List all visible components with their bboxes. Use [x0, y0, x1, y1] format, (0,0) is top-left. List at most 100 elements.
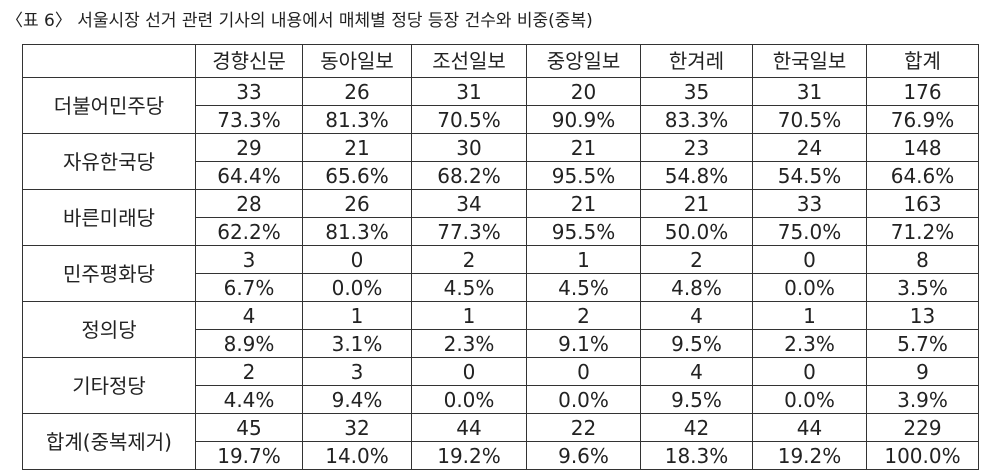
row-label: 바른미래당: [22, 189, 196, 246]
count-cell: 44: [411, 413, 527, 442]
table-title: 〈표 6〉 서울시장 선거 관련 기사의 내용에서 매체별 정당 등장 건수와 …: [6, 11, 593, 31]
count-row: 기타정당 2 3 0 0 4 0 9: [22, 357, 979, 414]
count-cell: 30: [411, 133, 527, 162]
share-cell: 95.5%: [526, 161, 641, 190]
share-cell: 4.5%: [411, 273, 527, 302]
column-header: 경향신문: [195, 44, 303, 78]
count-row: 민주평화당 3 0 2 1 2 0 8: [22, 245, 979, 302]
share-cell: 75.0%: [752, 217, 867, 246]
share-cell: 3.1%: [302, 329, 412, 358]
count-cell: 29: [195, 133, 303, 162]
count-cell: 32: [302, 413, 412, 442]
share-cell: 2.3%: [411, 329, 527, 358]
count-row: 자유한국당 29 21 30 21 23 24 148: [22, 133, 979, 190]
count-cell: 0: [302, 245, 412, 274]
share-cell: 77.3%: [411, 217, 527, 246]
share-row: 4.4% 9.4% 0.0% 0.0% 9.5% 0.0% 3.9%: [23, 385, 979, 414]
share-cell: 73.3%: [195, 105, 303, 134]
share-cell: 9.6%: [526, 441, 641, 470]
count-cell: 0: [752, 357, 867, 386]
column-header: 합계: [866, 44, 979, 78]
share-cell: 90.9%: [526, 105, 641, 134]
count-cell: 148: [866, 133, 979, 162]
share-cell: 65.6%: [302, 161, 412, 190]
count-cell: 1: [302, 301, 412, 330]
row-label: 자유한국당: [22, 133, 196, 190]
count-cell: 44: [752, 413, 867, 442]
share-cell: 14.0%: [302, 441, 412, 470]
count-cell: 9: [866, 357, 979, 386]
share-cell: 0.0%: [411, 385, 527, 414]
count-cell: 2: [195, 357, 303, 386]
share-cell: 19.7%: [195, 441, 303, 470]
share-cell: 5.7%: [866, 329, 979, 358]
corner-cell: [22, 44, 196, 78]
column-header: 조선일보: [411, 44, 527, 78]
share-row: 6.7% 0.0% 4.5% 4.5% 4.8% 0.0% 3.5%: [23, 273, 979, 302]
count-cell: 21: [302, 133, 412, 162]
table-body: 더불어민주당 33 26 31 20 35 31 176 73.3% 81.3% 70.5% 90.9…: [22, 77, 979, 470]
share-cell: 70.5%: [752, 105, 867, 134]
count-cell: 28: [195, 189, 303, 218]
count-cell: 2: [411, 245, 527, 274]
share-cell: 64.6%: [866, 161, 979, 190]
count-cell: 2: [640, 245, 753, 274]
count-cell: 23: [640, 133, 753, 162]
count-row: 정의당 4 1 1 2 4 1 13: [22, 301, 979, 358]
share-cell: 64.4%: [195, 161, 303, 190]
share-cell: 2.3%: [752, 329, 867, 358]
count-cell: 13: [866, 301, 979, 330]
count-cell: 31: [752, 77, 867, 106]
share-cell: 0.0%: [526, 385, 641, 414]
count-cell: 4: [640, 301, 753, 330]
share-cell: 81.3%: [302, 105, 412, 134]
count-cell: 24: [752, 133, 867, 162]
share-cell: 19.2%: [411, 441, 527, 470]
share-cell: 3.9%: [866, 385, 979, 414]
count-cell: 21: [526, 189, 641, 218]
count-cell: 0: [752, 245, 867, 274]
share-cell: 9.4%: [302, 385, 412, 414]
share-cell: 50.0%: [640, 217, 753, 246]
share-cell: 81.3%: [302, 217, 412, 246]
share-cell: 8.9%: [195, 329, 303, 358]
row-label: 민주평화당: [22, 245, 196, 302]
header-row: 경향신문 동아일보 조선일보 중앙일보 한겨레 한국일보 합계: [22, 44, 979, 78]
share-cell: 4.5%: [526, 273, 641, 302]
share-cell: 6.7%: [195, 273, 303, 302]
count-cell: 2: [526, 301, 641, 330]
share-cell: 4.8%: [640, 273, 753, 302]
count-cell: 0: [526, 357, 641, 386]
share-cell: 62.2%: [195, 217, 303, 246]
share-cell: 18.3%: [640, 441, 753, 470]
share-cell: 95.5%: [526, 217, 641, 246]
count-row: 바른미래당 28 26 34 21 21 33 163: [22, 189, 979, 246]
count-cell: 1: [752, 301, 867, 330]
share-cell: 9.1%: [526, 329, 641, 358]
share-cell: 100.0%: [866, 441, 979, 470]
share-cell: 71.2%: [866, 217, 979, 246]
count-row: 더불어민주당 33 26 31 20 35 31 176: [22, 77, 979, 134]
share-cell: 83.3%: [640, 105, 753, 134]
data-table: 경향신문 동아일보 조선일보 중앙일보 한겨레 한국일보 합계 더불어민주당 33 26 31 20…: [22, 44, 979, 470]
share-cell: 76.9%: [866, 105, 979, 134]
share-row: 64.4% 65.6% 68.2% 95.5% 54.8% 54.5% 64.6%: [23, 161, 979, 190]
column-header: 한국일보: [752, 44, 867, 78]
count-cell: 0: [411, 357, 527, 386]
count-cell: 8: [866, 245, 979, 274]
count-cell: 26: [302, 189, 412, 218]
column-header: 중앙일보: [526, 44, 641, 78]
count-cell: 35: [640, 77, 753, 106]
share-cell: 9.5%: [640, 329, 753, 358]
share-cell: 3.5%: [866, 273, 979, 302]
share-cell: 70.5%: [411, 105, 527, 134]
count-cell: 45: [195, 413, 303, 442]
share-cell: 9.5%: [640, 385, 753, 414]
count-cell: 3: [195, 245, 303, 274]
count-cell: 163: [866, 189, 979, 218]
share-cell: 54.5%: [752, 161, 867, 190]
count-cell: 42: [640, 413, 753, 442]
count-cell: 33: [752, 189, 867, 218]
